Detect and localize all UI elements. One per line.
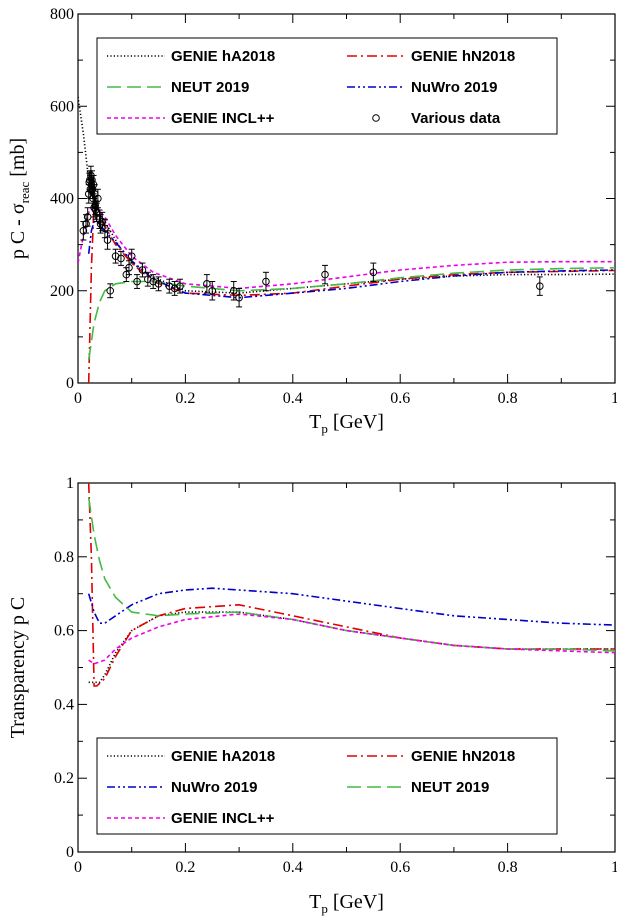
data-point <box>208 286 217 295</box>
data-point <box>536 282 544 290</box>
data-point <box>127 252 136 260</box>
data-point <box>133 277 141 286</box>
series-line-genie-incl- <box>78 204 615 290</box>
chart-panel-2: 0 0.2 0.4 0.6 0.8 1 0 0.2 0.4 0.6 0.8 1 Tp [GeV] Tran… <box>7 475 617 916</box>
y-tick-label: 0.4 <box>54 696 74 713</box>
x-tick-label: 0.8 <box>498 859 518 876</box>
y-tick-label: 0.2 <box>54 770 74 787</box>
series-line-genie-incl- <box>88 613 615 665</box>
legend: GENIE hA2018 GENIE hN2018 NuWro 2019 NEUT 2… <box>96 737 558 835</box>
x-tick-label: 0.4 <box>283 859 303 876</box>
data-point <box>101 224 109 233</box>
data-point <box>83 213 92 221</box>
data-point <box>203 280 211 288</box>
legend-label: NEUT 2019 <box>171 79 249 96</box>
series-line-neut-2019 <box>87 497 615 652</box>
y-axis-title: Transparency p C <box>7 597 29 738</box>
data-point <box>82 220 90 228</box>
y-tick-label: 200 <box>50 283 74 300</box>
series-line-nuwro-2019 <box>87 587 615 626</box>
data-point <box>106 286 115 295</box>
legend-label: GENIE hN2018 <box>411 748 515 765</box>
legend-label: GENIE hA2018 <box>171 48 275 65</box>
y-tick-label: 0 <box>66 375 74 392</box>
legend-label: NuWro 2019 <box>411 79 497 96</box>
legend-label: GENIE hN2018 <box>411 48 515 65</box>
data-point <box>262 277 270 286</box>
legend-box <box>96 37 558 135</box>
y-tick-label: 800 <box>50 6 74 23</box>
legend-label: Various data <box>411 110 501 127</box>
x-tick-label: 0.2 <box>175 390 195 407</box>
data-point <box>91 201 99 210</box>
y-axis-title: p C - σreac [mb] <box>7 138 32 259</box>
data-point <box>176 282 184 290</box>
x-tick-label: 0.6 <box>390 390 410 407</box>
series-line-genie-hn2018 <box>87 483 615 687</box>
data-point <box>96 220 105 228</box>
x-tick-label: 1 <box>611 859 617 876</box>
y-tick-label: 600 <box>50 98 74 115</box>
x-tick-label: 0 <box>74 859 82 876</box>
plot-area <box>87 483 615 687</box>
x-axis-title: Tp [GeV] <box>309 411 384 436</box>
legend-label: NuWro 2019 <box>171 779 257 796</box>
data-point <box>138 266 147 274</box>
data-point <box>94 194 102 203</box>
legend-label: GENIE hA2018 <box>171 748 275 765</box>
legend-label: NEUT 2019 <box>411 779 489 796</box>
y-tick-label: 0 <box>66 844 74 861</box>
data-point <box>98 217 106 226</box>
x-tick-label: 0 <box>74 390 82 407</box>
x-tick-label: 0.8 <box>498 390 518 407</box>
y-tick-label: 1 <box>66 475 74 492</box>
y-tick-label: 400 <box>50 191 74 208</box>
x-tick-label: 0.2 <box>175 859 195 876</box>
plot-area <box>78 96 615 383</box>
x-tick-label: 0.6 <box>390 859 410 876</box>
data-point <box>79 226 88 235</box>
y-tick-label: 0.8 <box>54 549 74 566</box>
series-line-neut-2019 <box>87 266 615 361</box>
data-point <box>125 263 133 272</box>
data-point <box>229 286 238 295</box>
data-point <box>103 236 112 244</box>
legend-marker-data <box>372 114 380 122</box>
x-tick-label: 0.4 <box>283 390 303 407</box>
x-tick-label: 1 <box>611 390 617 407</box>
y-tick-label: 0.6 <box>54 623 74 640</box>
legend-label: GENIE INCL++ <box>171 810 275 827</box>
data-point <box>154 280 163 288</box>
x-axis-title: Tp [GeV] <box>309 891 384 916</box>
data-point <box>117 254 125 263</box>
chart-panel-1: 0 0.2 0.4 0.6 0.8 1 0 200 400 600 800 Tp [GeV] p C -… <box>7 6 617 436</box>
legend: GENIE hA2018 GENIE hN2018 NEUT 2019 NuWro 2… <box>96 37 558 135</box>
data-point <box>369 268 378 277</box>
data-point <box>321 270 329 279</box>
data-point <box>235 293 243 302</box>
legend-box <box>96 737 558 835</box>
legend-label: GENIE INCL++ <box>171 110 275 127</box>
series-line-nuwro-2019 <box>87 220 615 299</box>
series-line-genie-ha2018 <box>88 611 615 684</box>
